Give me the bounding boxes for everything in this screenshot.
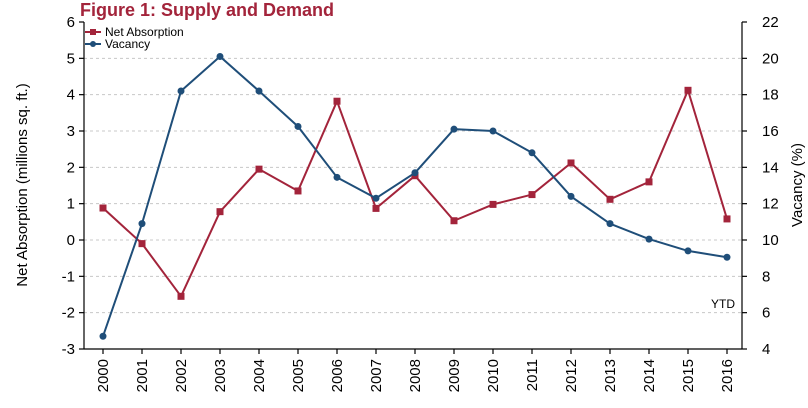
x-tick-label: 2004 [251, 359, 268, 392]
left-tick-label: -1 [62, 268, 75, 285]
net-absorption-point [99, 204, 107, 212]
net-absorption-point [489, 200, 497, 208]
left-tick-label: 6 [67, 14, 75, 31]
right-tick-label: 10 [762, 232, 779, 249]
x-tick-label: 2008 [407, 359, 424, 392]
legend-vacancy-marker [90, 41, 96, 47]
x-tick-label: 2001 [134, 359, 151, 392]
vacancy-point [567, 192, 575, 200]
net-absorption-point [528, 191, 536, 199]
vacancy-point [216, 53, 224, 61]
vacancy-point [255, 87, 263, 95]
left-tick-label: 1 [67, 196, 75, 213]
left-tick-label: 4 [67, 87, 75, 104]
net-absorption-point [294, 187, 302, 195]
right-tick-label: 20 [762, 50, 779, 67]
vacancy-point [528, 149, 536, 157]
right-axis-ticks: 4 6 8 10 12 14 16 18 20 22 [742, 14, 779, 358]
net-absorption-point [255, 165, 263, 173]
net-absorption-point [684, 86, 692, 94]
right-tick-label: 4 [762, 341, 770, 358]
legend-vacancy-label: Vacancy [105, 37, 150, 51]
right-tick-label: 12 [762, 196, 779, 213]
x-tick-label: 2009 [446, 359, 463, 392]
x-tick-label: 2005 [290, 359, 307, 392]
x-tick-label: 2011 [524, 359, 541, 391]
left-tick-label: 5 [67, 50, 75, 67]
net-absorption-point [723, 215, 731, 223]
net-absorption-point [138, 240, 146, 248]
vacancy-point [294, 122, 302, 130]
x-tick-label: 2012 [563, 359, 580, 392]
gridlines [84, 57, 742, 314]
x-axis-ticks: 2000 2001 2002 2003 2004 2005 2006 2007 2008 2009… [95, 349, 736, 392]
right-tick-label: 16 [762, 123, 779, 140]
right-tick-label: 8 [762, 268, 770, 285]
vacancy-point [723, 253, 731, 261]
left-tick-label: 3 [67, 123, 75, 140]
net-absorption-point [450, 217, 458, 225]
left-tick-label: 2 [67, 159, 75, 176]
left-axis-label: Net Absorption (millions sq. ft.) [14, 83, 31, 286]
x-tick-label: 2007 [368, 359, 385, 392]
x-tick-label: 2016 [719, 359, 736, 392]
x-tick-label: 2013 [602, 359, 619, 392]
vacancy-point [606, 220, 614, 228]
vacancy-point [99, 332, 107, 340]
right-tick-label: 14 [762, 159, 779, 176]
legend: Net Absorption Vacancy [85, 25, 184, 51]
right-tick-label: 22 [762, 14, 779, 31]
legend-net-absorption-label: Net Absorption [105, 25, 184, 39]
left-axis-ticks: -3 -2 -1 0 1 2 3 4 5 6 [62, 14, 84, 358]
right-tick-label: 6 [762, 305, 770, 322]
net-absorption-point [645, 178, 653, 186]
vacancy-point [450, 125, 458, 133]
vacancy-point [411, 169, 419, 177]
vacancy-point [177, 87, 185, 95]
vacancy-point [645, 235, 653, 243]
x-tick-label: 2015 [680, 359, 697, 392]
x-tick-label: 2014 [641, 359, 658, 392]
x-tick-label: 2006 [329, 359, 346, 392]
ytd-annotation: YTD [711, 297, 735, 311]
vacancy-point [333, 173, 341, 181]
left-tick-label: -2 [62, 305, 75, 322]
series-layer [99, 53, 731, 340]
net-absorption-point [177, 292, 185, 300]
net-absorption-point [567, 159, 575, 167]
vacancy-point [489, 127, 497, 135]
vacancy-point [138, 220, 146, 228]
net-absorption-point [372, 204, 380, 212]
vacancy-line [102, 55, 728, 337]
x-tick-label: 2002 [173, 359, 190, 392]
x-tick-label: 2000 [95, 359, 112, 392]
legend-net-absorption-marker [90, 29, 96, 35]
right-axis-label: Vacancy (%) [789, 143, 806, 227]
net-absorption-point [606, 195, 614, 203]
net-absorption-point [333, 97, 341, 105]
x-tick-label: 2003 [212, 359, 229, 392]
net-absorption-point [216, 208, 224, 216]
right-tick-label: 18 [762, 87, 779, 104]
left-tick-label: 0 [67, 232, 75, 249]
vacancy-point [372, 194, 380, 202]
chart-title: Figure 1: Supply and Demand [80, 0, 334, 20]
vacancy-point [684, 247, 692, 255]
net-absorption-line [102, 89, 728, 298]
x-tick-label: 2010 [485, 359, 502, 392]
left-tick-label: -3 [62, 341, 75, 358]
